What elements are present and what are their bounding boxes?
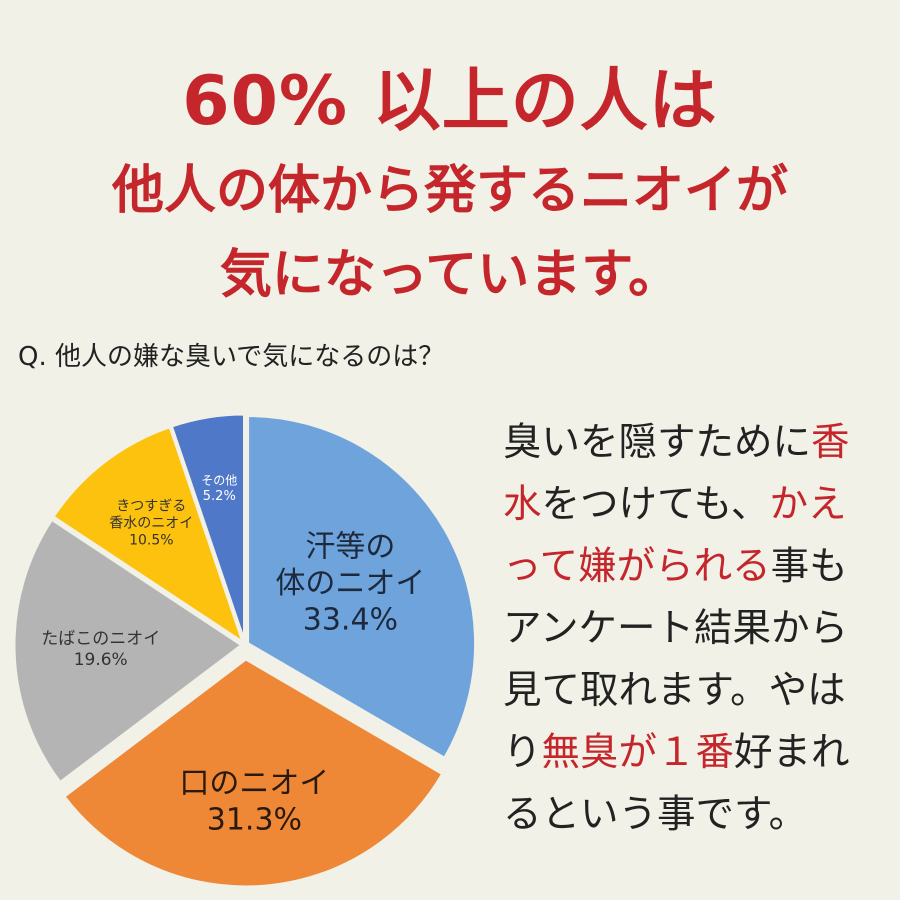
slice-label: 体のニオイ [275, 566, 425, 601]
slice-label: たばこのニオイ [41, 629, 160, 649]
body-text: をつけても、 [541, 482, 770, 527]
slice-label: 香水のニオイ [109, 515, 193, 531]
highlight-text: 香水 [503, 420, 850, 527]
highlight-text: かえって嫌がられる [503, 482, 847, 589]
slice-value-label: 5.2% [203, 489, 236, 504]
slice-value-label: 31.3% [207, 802, 302, 837]
survey-question: Q. 他人の嫌な臭いで気になるのは？ [18, 342, 445, 372]
slice-value-label: 10.5% [129, 533, 173, 549]
headline-line-3: 気になっています。 [219, 245, 681, 305]
pie-slice [246, 414, 478, 761]
slice-label: 汗等の [305, 530, 395, 565]
pie-slice [50, 424, 246, 647]
pie-slice [12, 517, 245, 785]
headline-line-1: 60% 以上の人は [182, 62, 718, 141]
pie-slice [61, 657, 445, 889]
highlight-text: 無臭が１番 [541, 730, 735, 775]
slice-label: その他 [201, 474, 237, 488]
body-text: 好まれるという事です。 [503, 730, 850, 837]
slice-label: 口のニオイ [179, 766, 329, 801]
explanation-text: 臭いを隠すために香水をつけても、かえって嫌がられる事もアンケート結果から見て取れ… [503, 412, 873, 846]
headline-line-2: 他人の体から発するニオイが [111, 161, 788, 221]
slice-value-label: 33.4% [303, 603, 398, 638]
body-text: 臭いを隠すために [503, 420, 812, 465]
body-text: 事もアンケート結果から見て取れます。やはり [503, 544, 848, 775]
pie-slice [169, 412, 247, 643]
slice-label: きつすぎる [116, 498, 186, 514]
slice-value-label: 19.6% [74, 650, 128, 670]
